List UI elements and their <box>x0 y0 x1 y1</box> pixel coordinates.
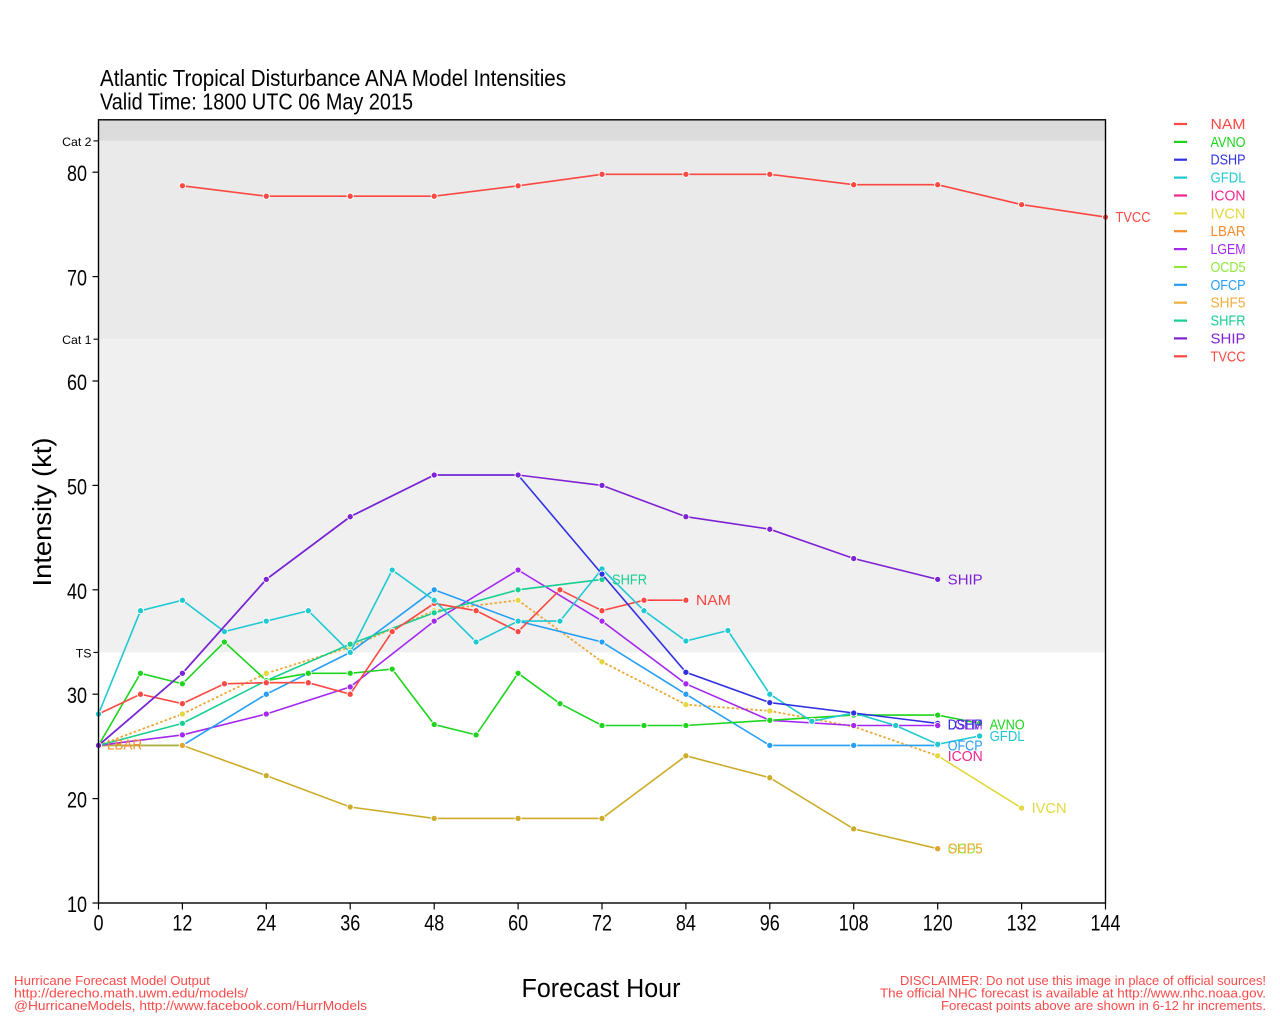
svg-text:LBAR: LBAR <box>1211 224 1246 240</box>
svg-text:ICON: ICON <box>948 749 983 765</box>
svg-text:IVCN: IVCN <box>1032 801 1067 817</box>
svg-text:80: 80 <box>67 161 87 186</box>
svg-text:0: 0 <box>94 911 104 936</box>
svg-text:30: 30 <box>67 683 87 708</box>
svg-text:TVCC: TVCC <box>1211 349 1246 365</box>
svg-text:ICON: ICON <box>1211 189 1246 205</box>
svg-text:132: 132 <box>1007 911 1037 936</box>
svg-text:108: 108 <box>839 911 869 936</box>
svg-text:DSHP: DSHP <box>948 718 983 734</box>
svg-text:Intensity (kt): Intensity (kt) <box>27 438 57 587</box>
svg-text:Forecast Hour: Forecast Hour <box>522 975 681 1003</box>
svg-text:NAM: NAM <box>696 593 731 609</box>
svg-text:LBAR: LBAR <box>107 737 142 753</box>
svg-text:GFDL: GFDL <box>990 729 1025 745</box>
svg-text:70: 70 <box>67 266 87 291</box>
svg-text:OCD5: OCD5 <box>1211 260 1246 276</box>
svg-text:24: 24 <box>256 911 276 936</box>
svg-text:20: 20 <box>67 788 87 813</box>
svg-text:40: 40 <box>67 579 87 604</box>
svg-text:Cat 1: Cat 1 <box>62 333 92 347</box>
svg-text:50: 50 <box>67 474 87 499</box>
svg-text:48: 48 <box>424 911 444 936</box>
svg-text:72: 72 <box>592 911 612 936</box>
svg-text:AVNO: AVNO <box>990 718 1025 734</box>
svg-text:NAM: NAM <box>1211 117 1246 133</box>
svg-text:LGEM: LGEM <box>948 718 983 734</box>
svg-text:Valid Time: 1800 UTC 06 May 20: Valid Time: 1800 UTC 06 May 2015 <box>100 89 413 115</box>
svg-text:IVCN: IVCN <box>1211 206 1246 222</box>
svg-text:Atlantic Tropical Disturbance: Atlantic Tropical Disturbance ANA Model … <box>100 65 566 91</box>
svg-text:The official NHC forecast is a: The official NHC forecast is available a… <box>880 986 1266 1001</box>
svg-text:Cat 2: Cat 2 <box>62 135 92 149</box>
svg-text:Hurricane Forecast Model Outpu: Hurricane Forecast Model Output <box>14 973 210 988</box>
svg-text:144: 144 <box>1091 911 1121 936</box>
svg-text:SHIP: SHIP <box>948 572 983 588</box>
svg-text:12: 12 <box>172 911 192 936</box>
svg-text:Forecast points above are show: Forecast points above are shown in 6-12 … <box>941 998 1266 1013</box>
svg-text:120: 120 <box>923 911 953 936</box>
svg-text:36: 36 <box>340 911 360 936</box>
svg-text:10: 10 <box>67 892 87 917</box>
svg-text:OFCP: OFCP <box>948 738 983 754</box>
svg-text:OCD5: OCD5 <box>948 842 983 858</box>
svg-text:SHFR: SHFR <box>1211 314 1246 330</box>
svg-text:http://derecho.math.uwm.edu/mo: http://derecho.math.uwm.edu/models/ <box>14 986 248 1001</box>
svg-text:OFCP: OFCP <box>1211 278 1246 294</box>
svg-text:SHF5: SHF5 <box>1211 296 1246 312</box>
svg-text:DSHP: DSHP <box>1211 153 1246 169</box>
svg-text:84: 84 <box>676 911 696 936</box>
svg-text:SHIP: SHIP <box>1211 331 1246 347</box>
svg-text:@HurricaneModels, http://www.f: @HurricaneModels, http://www.facebook.co… <box>14 998 368 1013</box>
svg-text:TVCC: TVCC <box>1116 210 1151 226</box>
svg-text:TS: TS <box>76 646 92 660</box>
svg-text:60: 60 <box>67 370 87 395</box>
svg-text:96: 96 <box>760 911 780 936</box>
svg-text:GFDL: GFDL <box>1211 171 1246 187</box>
svg-text:DISCLAIMER: Do not use this im: DISCLAIMER: Do not use this image in pla… <box>900 973 1266 988</box>
svg-text:SHF5: SHF5 <box>948 842 983 858</box>
svg-text:60: 60 <box>508 911 528 936</box>
svg-text:AVNO: AVNO <box>1211 135 1246 151</box>
svg-text:LGEM: LGEM <box>1211 242 1246 258</box>
svg-text:SHFR: SHFR <box>612 572 647 588</box>
